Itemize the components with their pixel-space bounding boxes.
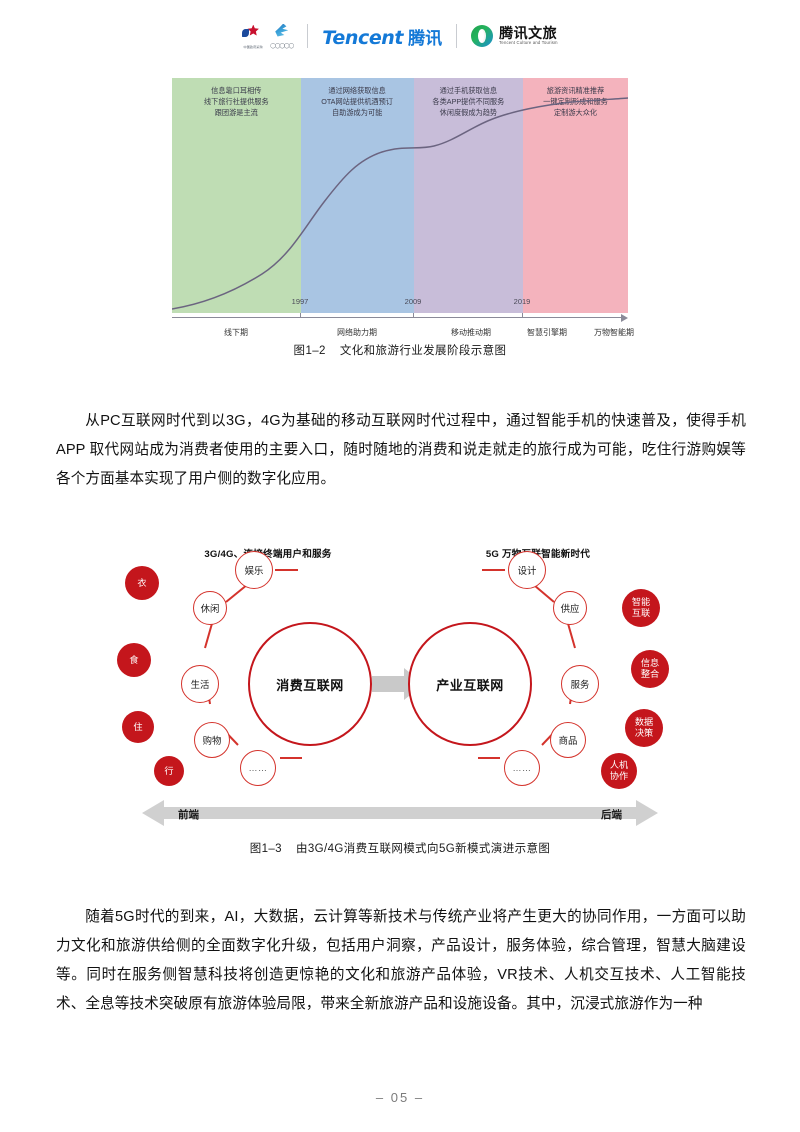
white-node-right-3: 商品 xyxy=(550,722,586,758)
white-node-left-1: 休闲 xyxy=(193,591,227,625)
olympic-logo-caption-cn: 中国政府采购 xyxy=(243,45,263,49)
double-arrow-icon xyxy=(142,800,658,826)
year-label-1997: 1997 xyxy=(291,297,309,306)
stage-band-1: 通过网络获取信息 OTA网站提供机酒预订 自助游成为可能 xyxy=(300,78,414,313)
figure-1-2: 信息靠口耳相传 线下旅行社提供服务 跟团游是主流 通过网络获取信息 OTA网站提… xyxy=(172,78,634,345)
stage-band-0: 信息靠口耳相传 线下旅行社提供服务 跟团游是主流 xyxy=(172,78,301,313)
stage-chart-axis xyxy=(172,313,628,325)
china-procurement-icon: 中国政府采购 xyxy=(242,25,263,49)
figure-1-2-caption-text: 文化和旅游行业发展阶段示意图 xyxy=(339,345,507,357)
stage-label-0: 线下期 xyxy=(224,328,248,337)
axis-tick-1997 xyxy=(300,313,301,318)
axis-tick-2009 xyxy=(413,313,414,318)
olympic-logo-marks: 中国政府采购 ◯◯◯◯◯ xyxy=(242,24,294,49)
axis-line xyxy=(172,317,622,318)
red-node-right-3: 人机 协作 xyxy=(601,753,637,789)
stage-band-2: 通过手机获取信息 各类APP提供不同服务 休闲度假成为趋势 xyxy=(413,78,524,313)
figure-1-2-caption: 图1–2 文化和旅游行业发展阶段示意图 xyxy=(0,342,800,358)
stage-band-3: 旅游资讯精准推荐 一键定制形成和服务 定制游大众化 xyxy=(523,78,628,313)
axis-tick-2019 xyxy=(522,313,523,318)
olympic-rings-icon: ◯◯◯◯◯ xyxy=(270,42,294,49)
page-header: 中国政府采购 ◯◯◯◯◯ Tencent 腾讯 腾讯文旅 Tencent Cul… xyxy=(0,14,800,58)
figure-1-3-caption-text: 由3G/4G消费互联网模式向5G新模式演进示意图 xyxy=(295,843,551,855)
figure-1-3-caption-number: 图1–3 xyxy=(249,843,282,855)
stage-bands: 信息靠口耳相传 线下旅行社提供服务 跟团游是主流 通过网络获取信息 OTA网站提… xyxy=(172,78,628,313)
backend-label: 后端 xyxy=(601,809,622,821)
stage-label-row: 线下期 网络助力期 移动推动期 智慧引擎期 万物智能期 xyxy=(172,325,634,345)
white-node-left-3: 购物 xyxy=(194,722,230,758)
stage-label-2: 移动推动期 xyxy=(451,328,491,337)
stage-band-text-3: 旅游资讯精准推荐 一键定制形成和服务 定制游大众化 xyxy=(543,86,608,118)
stage-label-4: 万物智能期 xyxy=(594,328,634,337)
axis-arrow-icon xyxy=(621,313,628,322)
logo-divider-1 xyxy=(307,24,309,48)
olympic-logo: 中国政府采购 ◯◯◯◯◯ xyxy=(242,24,294,49)
white-node-right-2: 服务 xyxy=(561,665,599,703)
page-footer: – 05 – xyxy=(375,1090,425,1105)
winter-games-emblem-icon xyxy=(273,24,290,43)
stage-band-text-2: 通过手机获取信息 各类APP提供不同服务 休闲度假成为趋势 xyxy=(432,86,505,118)
beijing-2022-icon: ◯◯◯◯◯ xyxy=(270,24,294,49)
logo-divider-2 xyxy=(456,24,458,48)
white-node-right-0: 设计 xyxy=(508,551,546,589)
tencent-logo: Tencent 腾讯 xyxy=(322,24,442,49)
red-node-left-2: 住 xyxy=(122,711,154,743)
stage-chart: 信息靠口耳相传 线下旅行社提供服务 跟团游是主流 通过网络获取信息 OTA网站提… xyxy=(172,78,628,313)
white-node-left-0: 娱乐 xyxy=(235,551,273,589)
core-node-consumer-internet: 消费互联网 xyxy=(248,622,372,746)
paragraph-1: 从PC互联网时代到以3G，4G为基础的移动互联网时代过程中，通过智能手机的快速普… xyxy=(56,412,746,487)
figure-1-2-caption-number: 图1–2 xyxy=(293,345,326,357)
figure-1-3-left-heading: 3G/4G、连接终端用户和服务 xyxy=(204,549,332,560)
white-node-left-2: 生活 xyxy=(181,665,219,703)
red-node-left-1: 食 xyxy=(117,643,151,677)
red-node-right-2: 数据 决策 xyxy=(625,709,663,747)
red-node-right-1: 信息 整合 xyxy=(631,650,669,688)
tencent-culture-tourism-logo: 腾讯文旅 Tencent Culture and Tourism xyxy=(471,25,558,47)
white-node-right-1: 供应 xyxy=(553,591,587,625)
year-label-2009: 2009 xyxy=(404,297,422,306)
leaf-globe-icon xyxy=(471,25,494,47)
paragraph-2: 随着5G时代的到来，AI，大数据，云计算等新技术与传统产业将产生更大的协同作用，… xyxy=(56,908,746,1012)
year-label-2019: 2019 xyxy=(513,297,531,306)
stage-label-1: 网络助力期 xyxy=(337,328,377,337)
stage-label-3: 智慧引擎期 xyxy=(527,328,567,337)
frontend-backend-bar: 前端 后端 xyxy=(120,798,680,828)
white-node-left-4: …… xyxy=(240,750,276,786)
core-node-industrial-internet: 产业互联网 xyxy=(408,622,532,746)
tencent-culture-tourism-text: 腾讯文旅 Tencent Culture and Tourism xyxy=(499,26,558,45)
stage-band-text-1: 通过网络获取信息 OTA网站提供机酒预订 自助游成为可能 xyxy=(321,86,393,118)
figure-1-3: 3G/4G、连接终端用户和服务 5G 万物互联智能新时代 消费互联网 娱乐 休闲… xyxy=(117,540,680,830)
wenlv-logo-en: Tencent Culture and Tourism xyxy=(499,40,558,46)
wenlv-logo-cn: 腾讯文旅 xyxy=(499,25,558,42)
white-node-right-4: …… xyxy=(504,750,540,786)
tencent-logo-cn: 腾讯 xyxy=(408,28,443,48)
china-emblem-icon xyxy=(242,25,263,44)
stage-band-text-0: 信息靠口耳相传 线下旅行社提供服务 跟团游是主流 xyxy=(203,86,269,118)
red-node-right-0: 智能 互联 xyxy=(622,589,660,627)
red-node-left-3: 行 xyxy=(154,756,184,786)
figure-1-3-caption: 图1–3 由3G/4G消费互联网模式向5G新模式演进示意图 xyxy=(0,840,800,856)
frontend-label: 前端 xyxy=(178,809,199,821)
red-node-left-0: 衣 xyxy=(125,566,159,600)
tencent-logo-en: Tencent xyxy=(322,26,404,49)
